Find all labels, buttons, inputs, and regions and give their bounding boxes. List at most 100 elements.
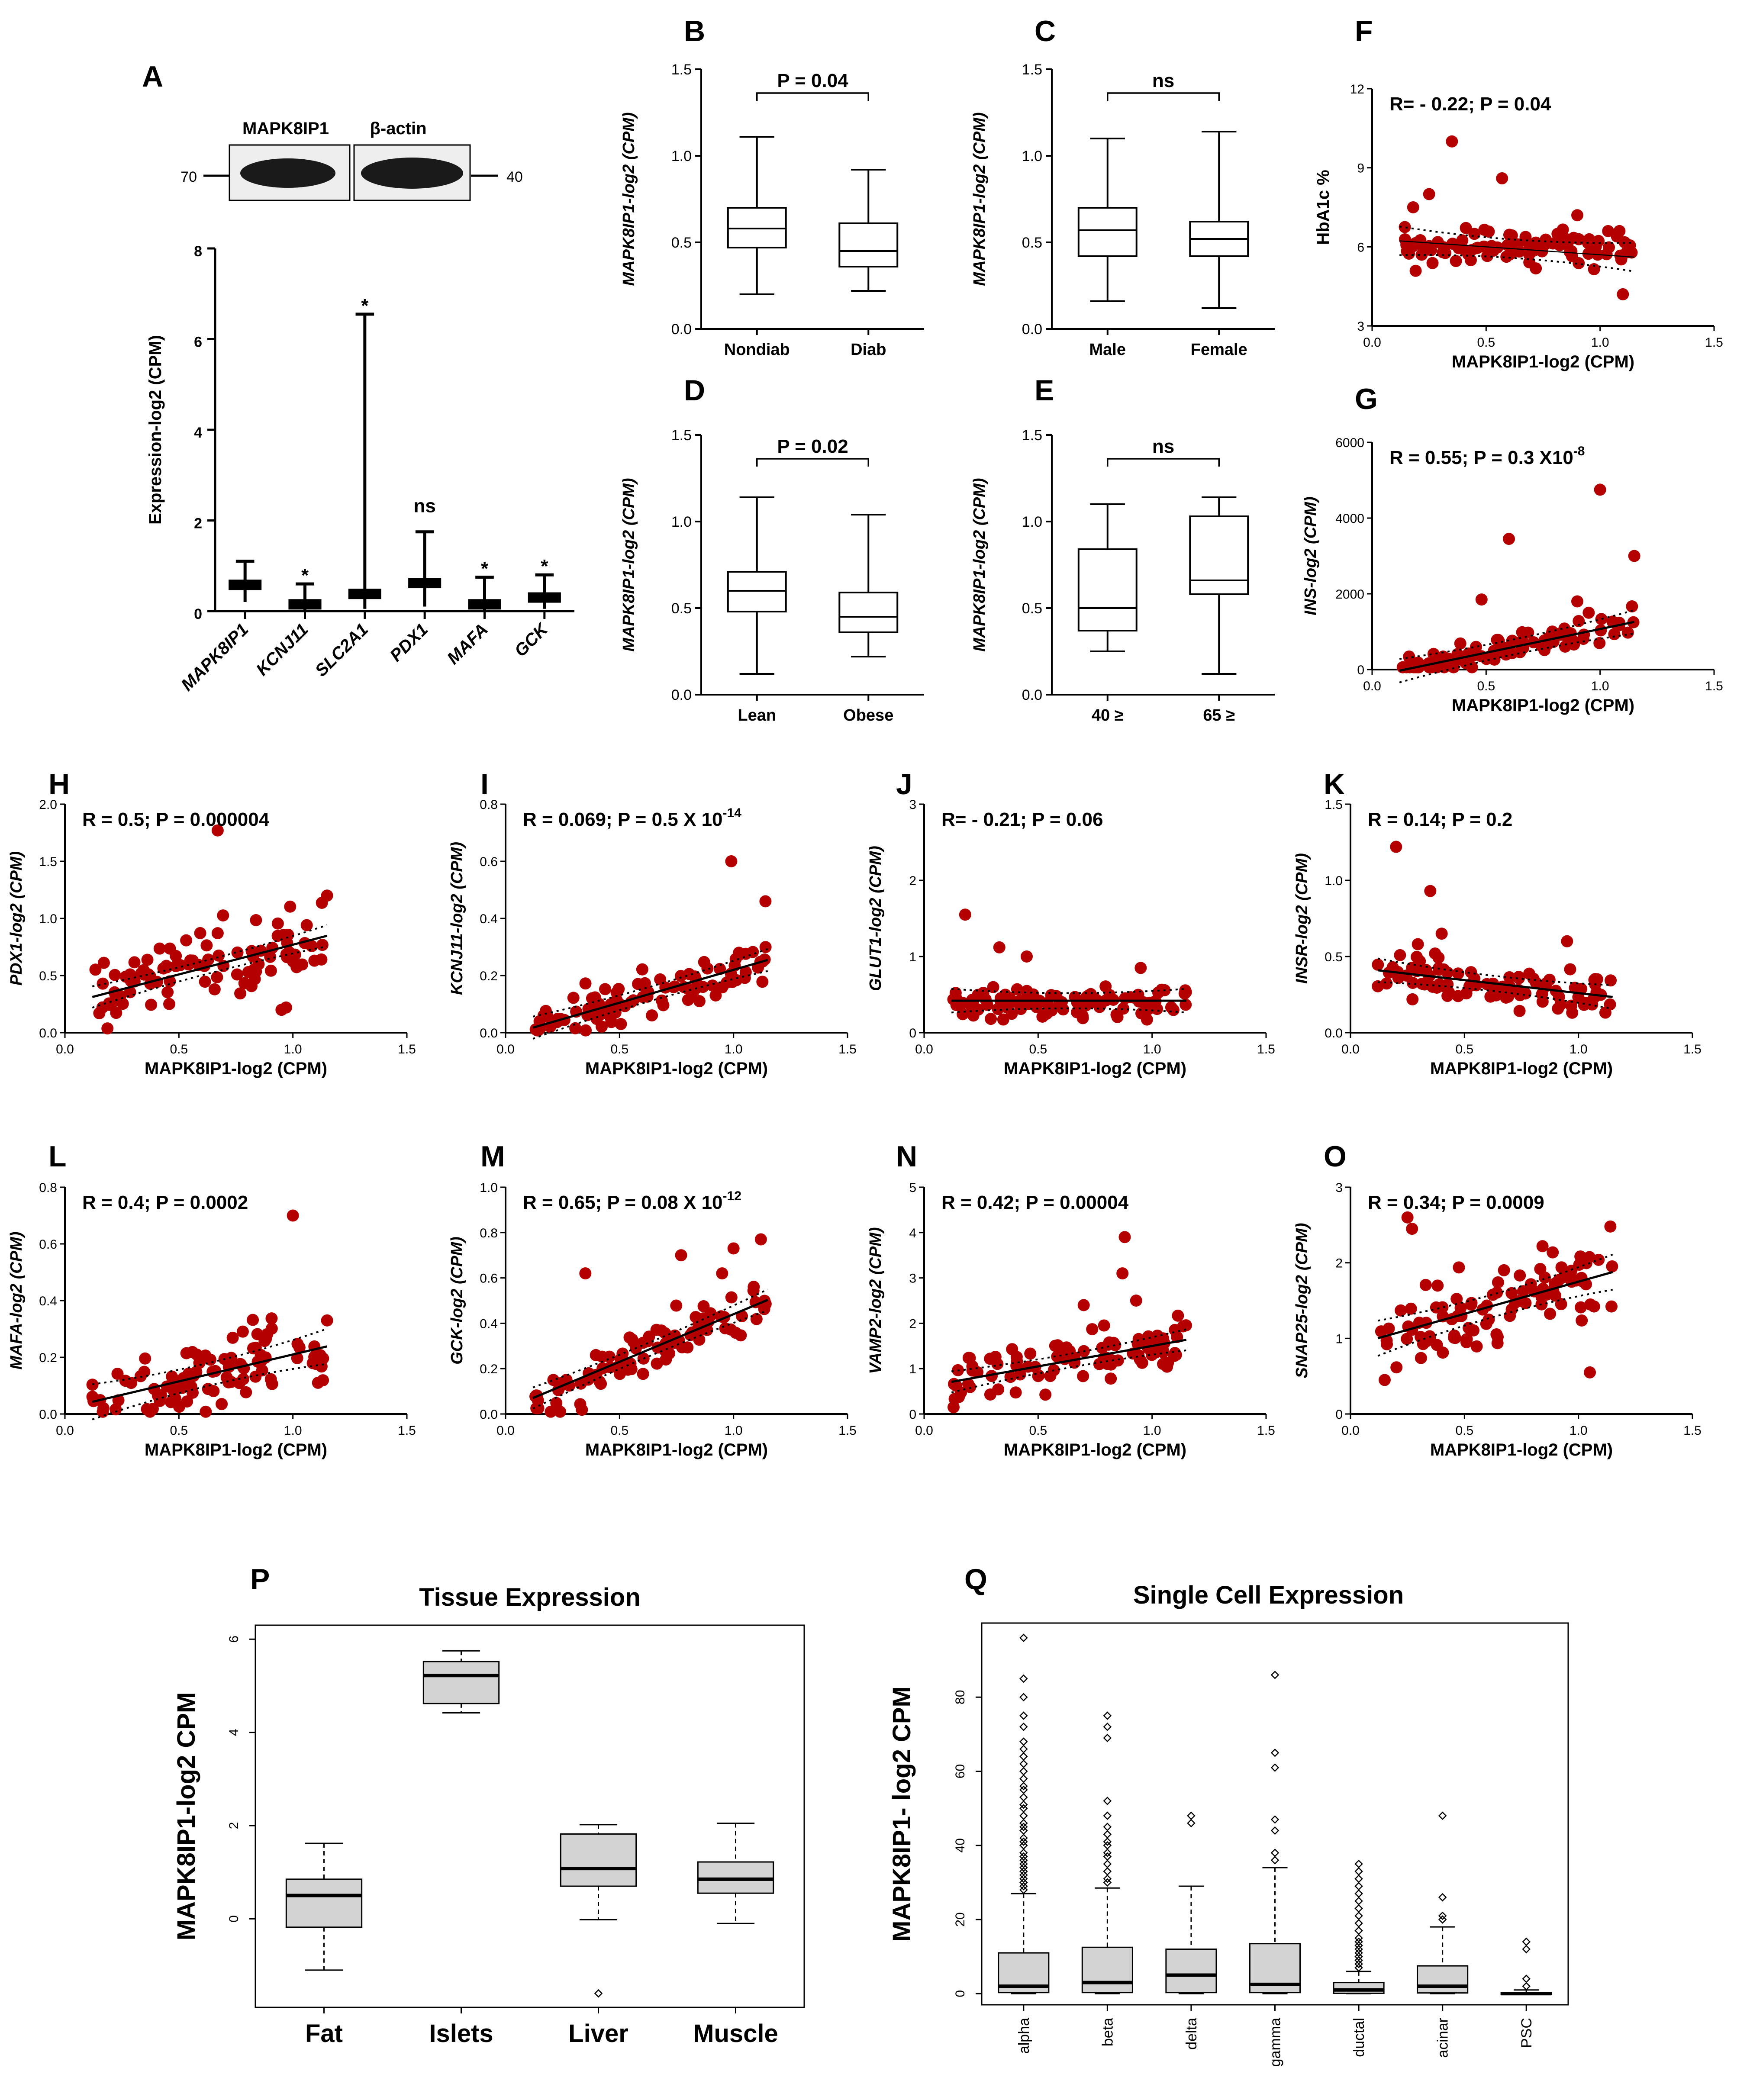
comparison-bracket — [1107, 92, 1220, 101]
data-point — [1414, 234, 1427, 247]
y-tick-label: 1 — [1335, 1332, 1343, 1346]
blot-band — [361, 158, 463, 189]
y-tick-label: 1 — [909, 1362, 916, 1376]
data-point — [200, 939, 213, 952]
outlier-point — [1019, 1811, 1028, 1820]
y-tick-label: 1.0 — [1022, 514, 1042, 530]
panel-label-G: G — [1355, 383, 1378, 415]
x-tick-label: 0.0 — [56, 1424, 74, 1438]
data-point — [199, 976, 211, 988]
regression-line — [1377, 1271, 1613, 1340]
data-point — [747, 1284, 760, 1297]
outlier-point — [1354, 1882, 1363, 1891]
data-point — [1576, 1314, 1588, 1327]
y-tick-label: 0.0 — [480, 1408, 498, 1422]
data-point — [89, 963, 102, 976]
data-point — [675, 969, 687, 982]
x-tick-label: 1.5 — [838, 1424, 857, 1438]
x-tick-label: 0.0 — [1341, 1424, 1360, 1438]
x-tick-label: 0.5 — [610, 1424, 628, 1438]
data-point — [110, 1007, 122, 1019]
data-point — [1484, 990, 1497, 1003]
data-point — [1004, 1371, 1017, 1383]
x-tick-label: 1.5 — [398, 1424, 416, 1438]
data-point — [1571, 209, 1583, 222]
outlier-point — [1019, 1674, 1028, 1683]
data-point — [539, 1005, 552, 1017]
data-point — [250, 914, 262, 926]
data-point — [709, 989, 722, 1002]
data-point — [1138, 1008, 1151, 1020]
data-point — [316, 939, 329, 951]
y-tick-label: 0.4 — [480, 912, 498, 926]
y-tick-label: 60 — [953, 1764, 967, 1778]
data-point — [657, 999, 670, 1011]
y-tick-label: 1.5 — [39, 855, 57, 869]
y-tick-label: 3 — [1357, 319, 1364, 334]
y-tick-label: 0 — [194, 606, 202, 622]
y-tick-label: 6 — [1357, 240, 1364, 254]
outlier-point — [1019, 1885, 1028, 1894]
outlier-point — [1354, 1889, 1363, 1898]
data-point — [1503, 971, 1516, 983]
data-point — [1425, 244, 1437, 257]
chart-F: 3 6 9 12 0.0 0.5 1.0 1.5 MAPK8IP1-log2 (CPM) HbA1… — [1314, 82, 1723, 371]
data-point — [124, 968, 136, 981]
data-point — [727, 1242, 740, 1255]
data-point — [725, 855, 738, 867]
data-point — [590, 1013, 603, 1025]
data-point — [959, 908, 971, 921]
y-tick-label: 2 — [194, 515, 202, 532]
data-point — [109, 969, 121, 981]
y-axis-label: GCK-log2 (CPM) — [448, 1237, 466, 1365]
box — [1077, 207, 1138, 257]
data-point — [637, 1368, 649, 1380]
y-tick-label: 20 — [953, 1912, 967, 1926]
data-point — [145, 998, 158, 1011]
data-point — [1573, 615, 1585, 627]
y-tick-label: 0 — [227, 1915, 241, 1923]
outlier-point — [1438, 1811, 1447, 1820]
x-tick-label: 1.5 — [1257, 1424, 1275, 1438]
data-point — [1437, 651, 1449, 663]
data-point — [287, 1209, 299, 1222]
data-point — [240, 1386, 252, 1398]
data-point — [1604, 1220, 1617, 1233]
data-point — [1462, 248, 1475, 261]
data-point — [967, 1009, 980, 1022]
data-point — [599, 983, 612, 995]
y-tick-label: 0.6 — [480, 855, 498, 869]
data-point — [1431, 1279, 1444, 1292]
data-point — [1110, 1008, 1123, 1021]
x-category-label: Female — [1191, 341, 1247, 359]
data-point — [1492, 1276, 1504, 1288]
data-point — [1530, 976, 1542, 989]
data-point — [1536, 995, 1549, 1008]
outlier-point — [1522, 1937, 1531, 1946]
data-point — [1415, 248, 1428, 261]
data-point — [1041, 997, 1054, 1009]
chart-H: 0.0 0.5 1.0 1.5 2.0 0.0 0.5 1.0 1.5 MAPK8IP1-log2… — [7, 798, 416, 1078]
data-point — [1167, 1004, 1180, 1016]
data-point — [682, 994, 694, 1006]
box — [285, 1878, 363, 1928]
y-axis-label: MAPK8IP1-log2 (CPM) — [970, 112, 989, 286]
data-point — [164, 942, 176, 955]
x-tick-label: 1.5 — [838, 1042, 857, 1056]
data-point — [135, 967, 148, 979]
data-point — [1557, 223, 1569, 236]
data-point — [321, 1314, 333, 1327]
y-tick-label: 4 — [194, 425, 202, 441]
data-point — [1594, 483, 1606, 496]
y-axis-label: GLUT1-log2 (CPM) — [867, 846, 885, 991]
data-point — [1431, 1339, 1443, 1351]
comparison-label: P = 0.02 — [777, 436, 848, 457]
outlier-point — [1187, 1811, 1196, 1820]
x-tick-label: 1.0 — [284, 1042, 302, 1056]
regression-line — [951, 1339, 1187, 1383]
data-point — [1571, 595, 1583, 608]
y-tick-label: 0.0 — [1325, 1026, 1343, 1040]
data-point — [180, 934, 193, 947]
y-tick-label: 2 — [1335, 1256, 1343, 1271]
data-point — [950, 999, 963, 1011]
